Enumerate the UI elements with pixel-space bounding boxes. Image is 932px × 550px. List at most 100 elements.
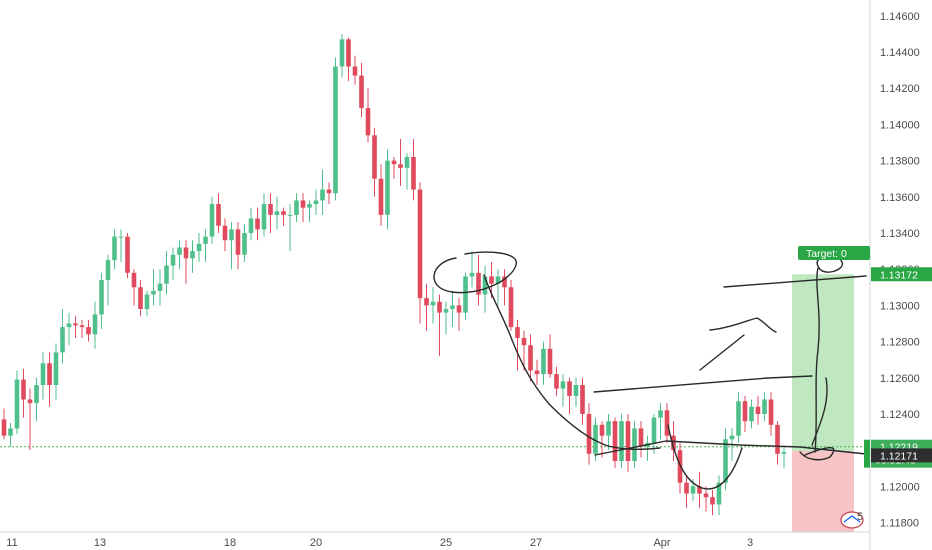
candle — [261, 193, 267, 237]
candle-body — [430, 301, 436, 306]
candle-body — [690, 486, 696, 494]
candle — [515, 319, 520, 371]
candle — [326, 182, 332, 205]
candle-body — [606, 421, 611, 436]
candle-body — [183, 247, 189, 259]
candle-body — [79, 325, 85, 328]
x-tick-label: Apr — [653, 537, 670, 549]
candle — [560, 374, 566, 407]
target-label-box[interactable] — [798, 246, 870, 260]
candle-body — [463, 276, 468, 313]
candle-body — [216, 204, 221, 226]
candle — [372, 128, 377, 197]
candle — [346, 37, 351, 81]
candle — [736, 392, 741, 443]
candle-body — [131, 272, 137, 288]
logo-badge[interactable] — [840, 511, 864, 529]
candle-body — [450, 305, 455, 309]
annotation-caret — [709, 317, 777, 333]
candle-body — [339, 39, 345, 67]
stop-price-tag-text: 1.12171 — [880, 450, 918, 462]
candle-body — [573, 385, 579, 396]
candle-body — [248, 218, 254, 233]
candle — [183, 240, 189, 284]
candle — [508, 280, 514, 331]
candle-body — [66, 323, 72, 328]
candle-body — [92, 314, 98, 335]
candle — [151, 269, 156, 306]
annotation-circle-top — [433, 251, 517, 294]
logo-mark — [843, 515, 861, 523]
candle — [268, 193, 273, 233]
candle-body — [781, 451, 787, 454]
candle-body — [742, 401, 748, 422]
candle-body — [287, 214, 293, 216]
candle — [79, 319, 85, 338]
candle — [333, 57, 338, 201]
y-tick-label: 1.12800 — [880, 337, 920, 349]
candle — [86, 319, 91, 342]
candle — [580, 377, 585, 425]
candle-body — [261, 204, 267, 230]
candle-body — [40, 363, 46, 385]
candle-body — [502, 276, 507, 288]
candle-body — [352, 66, 358, 76]
candle-body — [593, 424, 598, 454]
candle — [437, 294, 442, 357]
candle-body — [443, 309, 449, 313]
candle-body — [469, 272, 475, 277]
candle — [768, 392, 774, 436]
candle-body — [710, 497, 715, 505]
candle-body — [307, 204, 312, 208]
candle — [105, 254, 111, 306]
annotation-arrow-line — [699, 334, 745, 371]
candle-body — [229, 229, 234, 241]
candle-body — [424, 298, 429, 306]
candle-body — [456, 305, 462, 313]
y-tick-label: 1.12600 — [880, 373, 920, 385]
candle — [365, 88, 371, 143]
candle — [190, 240, 195, 273]
candle-body — [326, 189, 332, 194]
hand-drawn-annotations — [433, 251, 867, 490]
x-tick-label: 27 — [530, 537, 542, 549]
candle — [8, 423, 13, 447]
candle — [710, 489, 715, 516]
candle — [606, 413, 611, 451]
candle-body — [515, 327, 520, 338]
candle-body — [716, 482, 722, 505]
candle — [209, 196, 215, 244]
stop-price-tag-box — [871, 448, 932, 463]
candle-body — [242, 233, 247, 255]
candle-body — [196, 243, 202, 252]
candle — [593, 417, 598, 461]
candle-body — [560, 381, 566, 389]
candle — [131, 269, 137, 306]
candle — [21, 368, 26, 418]
profit-zone[interactable] — [792, 274, 854, 452]
candle-body — [508, 287, 514, 328]
candle-body — [47, 363, 52, 385]
y-tick-label: 1.13800 — [880, 156, 920, 168]
candle — [203, 229, 208, 262]
candle-body — [437, 301, 442, 313]
candle-body — [612, 421, 618, 461]
candle — [294, 193, 299, 223]
candle — [47, 352, 52, 407]
candle-body — [749, 406, 754, 422]
candle-body — [235, 229, 241, 255]
candle-body — [157, 283, 163, 291]
candle — [320, 169, 325, 215]
candle-body — [489, 276, 494, 284]
candle-body — [164, 265, 169, 284]
candle-body — [170, 254, 176, 266]
candle — [281, 207, 286, 226]
candle-body — [476, 272, 481, 295]
candle — [684, 475, 689, 509]
candle-body — [541, 348, 546, 375]
candle — [92, 301, 98, 349]
candle — [443, 301, 449, 335]
candle-body — [34, 385, 39, 404]
